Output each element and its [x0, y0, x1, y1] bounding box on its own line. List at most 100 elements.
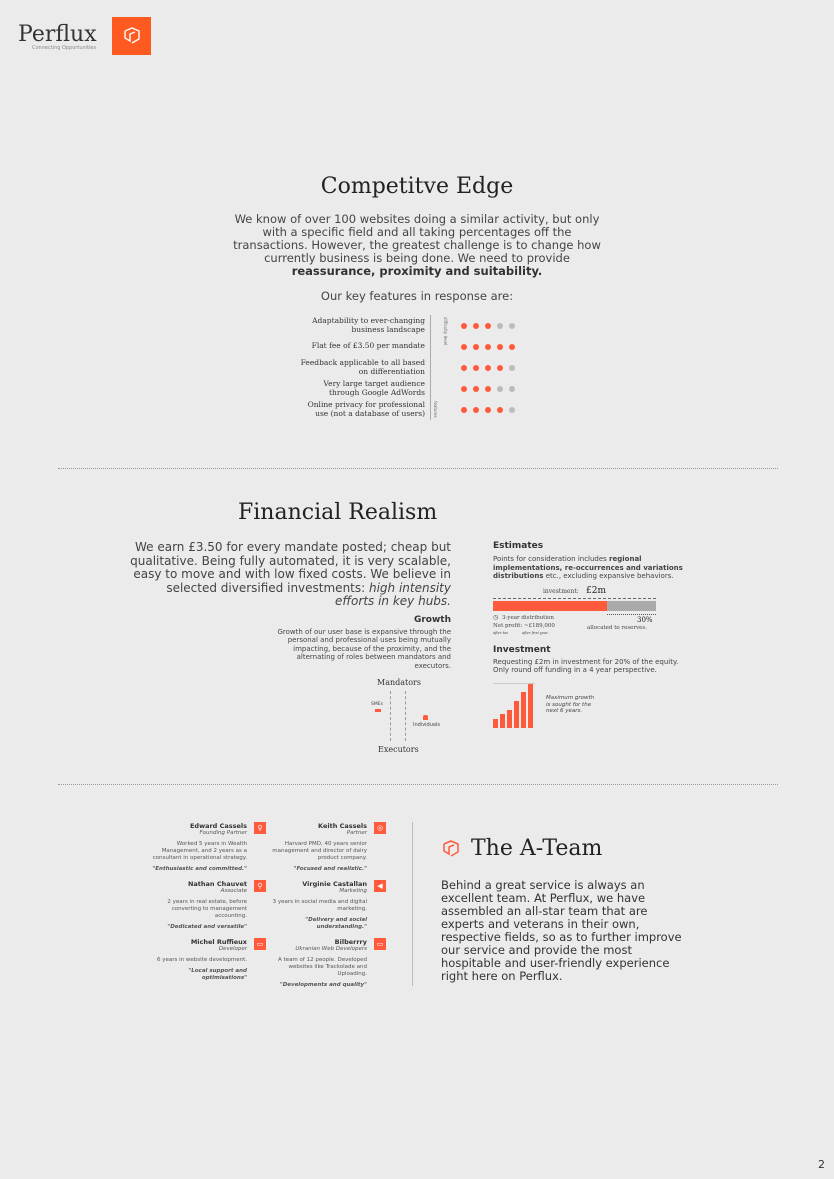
rating-dot	[509, 364, 515, 371]
smes-label: SMEs	[371, 702, 383, 707]
investment-range	[493, 597, 656, 599]
member-desc: 3 years in social media and digital mark…	[272, 899, 367, 912]
growth-note: Maximum growth is sought for the next 6 …	[546, 695, 595, 715]
arrow-down	[390, 691, 391, 741]
reserve-pct: 30%	[637, 615, 653, 624]
member-role: Partner	[346, 830, 367, 836]
rating-dot	[473, 406, 479, 413]
feature-label: Very large target audience through Googl…	[323, 379, 425, 397]
member-role: Founding Partner	[199, 830, 247, 836]
feature-rating	[461, 406, 515, 413]
axis-bottom-label: features	[433, 401, 438, 418]
lifebuoy-icon: ◎	[374, 822, 386, 834]
team-member: Nathan Chauvet Associate 2 years in real e…	[147, 880, 267, 931]
member-desc: 6 years in website development.	[157, 957, 247, 963]
keyboard-icon: ▭	[374, 938, 386, 950]
rating-dot	[473, 343, 479, 350]
member-name: Michel Ruffieux	[190, 938, 247, 946]
estimates-text: Points for consideration includes	[493, 555, 610, 563]
rating-dot	[497, 385, 503, 392]
feature-label: Feedback applicable to all based on diff…	[300, 358, 425, 376]
feature-row: Very large target audience through Googl…	[300, 378, 530, 399]
rating-dot	[497, 364, 503, 371]
member-desc: Harvard PMD, 40 years senior management …	[272, 841, 367, 861]
member-role: Associate	[220, 888, 247, 894]
feature-rating	[461, 364, 515, 371]
rating-dot	[497, 322, 503, 329]
member-name: Bilberrry	[334, 938, 367, 946]
investment-title: Investment	[493, 644, 551, 655]
rating-dot	[461, 322, 467, 329]
investment-label: investment:	[543, 587, 579, 595]
feature-row: Adaptability to ever-changing business l…	[300, 315, 530, 336]
member-role: Developer	[218, 946, 247, 952]
rating-dot	[509, 322, 515, 329]
finance-left-column: We earn £3.50 for every mandate posted; …	[130, 540, 451, 756]
growth-bar-chart	[493, 682, 535, 728]
team-member: Bilberrry Ukranian Web Developers A team o…	[267, 938, 387, 989]
reserve-marker	[607, 613, 656, 615]
edge-intro-bold: reassurance, proximity and suitability.	[291, 264, 543, 278]
investment-block: investment: £2m ◷ 3-year distribution Ne…	[493, 585, 658, 637]
rating-dot	[473, 364, 479, 371]
team-member: Keith Cassels Partner Harvard PMD, 40 year…	[267, 822, 387, 873]
estimates-text-end: etc., excluding expansive behaviors.	[543, 572, 674, 580]
allocation-fill	[493, 600, 608, 611]
person-icon	[423, 715, 428, 720]
finance-right-column: Estimates Points for consideration inclu…	[493, 541, 688, 728]
logo-icon	[112, 17, 151, 55]
rating-dot	[485, 343, 491, 350]
member-quote: "Developments and quality"	[279, 982, 367, 988]
estimates-title: Estimates	[493, 541, 544, 551]
investment-text: Requesting £2m in investment for 20% of …	[493, 657, 679, 675]
rating-dot	[461, 385, 467, 392]
member-quote: "Enthusiastic and committed."	[152, 866, 247, 872]
edge-subtitle: Our key features in response are:	[320, 289, 514, 303]
member-text: Bilberrry Ukranian Web Developers A team o…	[267, 938, 367, 989]
member-role: Marketing	[339, 888, 367, 894]
rating-dot	[497, 343, 503, 350]
growth-bar	[507, 709, 512, 728]
member-text: Michel Ruffieux Developer 6 years in websi…	[147, 938, 247, 982]
executors-label: Executors	[378, 745, 419, 754]
edge-section: Competitve Edge We know of over 100 webs…	[0, 174, 834, 420]
member-text: Virginie Castallan Marketing 3 years in so…	[267, 880, 367, 931]
rating-dot	[461, 343, 467, 350]
member-text: Edward Cassels Founding Partner Worked 5 y…	[147, 822, 247, 873]
feature-label: Flat fee of £3.50 per mandate	[311, 341, 425, 351]
megaphone-icon: ◀	[374, 880, 386, 892]
member-name: Virginie Castallan	[302, 880, 367, 888]
allocation-bar	[493, 600, 656, 611]
member-name: Nathan Chauvet	[187, 880, 247, 888]
feature-label: Adaptability to ever-changing business l…	[312, 316, 425, 334]
edge-intro: We know of over 100 websites doing a sim…	[233, 212, 601, 265]
growth-bar	[521, 692, 526, 728]
rating-dot	[485, 364, 491, 371]
finance-title: Financial Realism	[238, 500, 438, 525]
individuals-label: Individuals	[413, 722, 440, 728]
rating-dot	[461, 406, 467, 413]
distribution-label: 3-year distribution	[502, 614, 554, 621]
feature-label: Online privacy for professional use (not…	[307, 400, 425, 418]
growth-bar	[493, 718, 498, 728]
axis-top-label: difficulty level	[443, 317, 448, 346]
lightbulb-icon: ♀	[254, 822, 266, 834]
arrow-up	[405, 691, 406, 741]
reserve-label: allocated to reserves.	[587, 624, 647, 631]
brand-name: Perflux	[18, 22, 97, 47]
keyboard-icon: ▭	[254, 938, 266, 950]
after-first-year: after first year.	[522, 630, 549, 635]
search-icon: ⚲	[254, 880, 266, 892]
edge-title: Competitve Edge	[320, 174, 514, 199]
member-quote: "Local support and optimisations"	[188, 968, 247, 981]
investment-value: £2m	[586, 585, 606, 596]
smes-icon	[375, 709, 381, 712]
rating-dot	[485, 385, 491, 392]
clock-icon: ◷	[493, 613, 499, 621]
rating-dot	[497, 406, 503, 413]
team-member: Edward Cassels Founding Partner Worked 5 y…	[147, 822, 267, 873]
rating-dot	[485, 322, 491, 329]
growth-bar	[514, 701, 519, 728]
growth-text: Growth of our user base is expansive thr…	[277, 627, 451, 670]
divider	[58, 468, 778, 469]
